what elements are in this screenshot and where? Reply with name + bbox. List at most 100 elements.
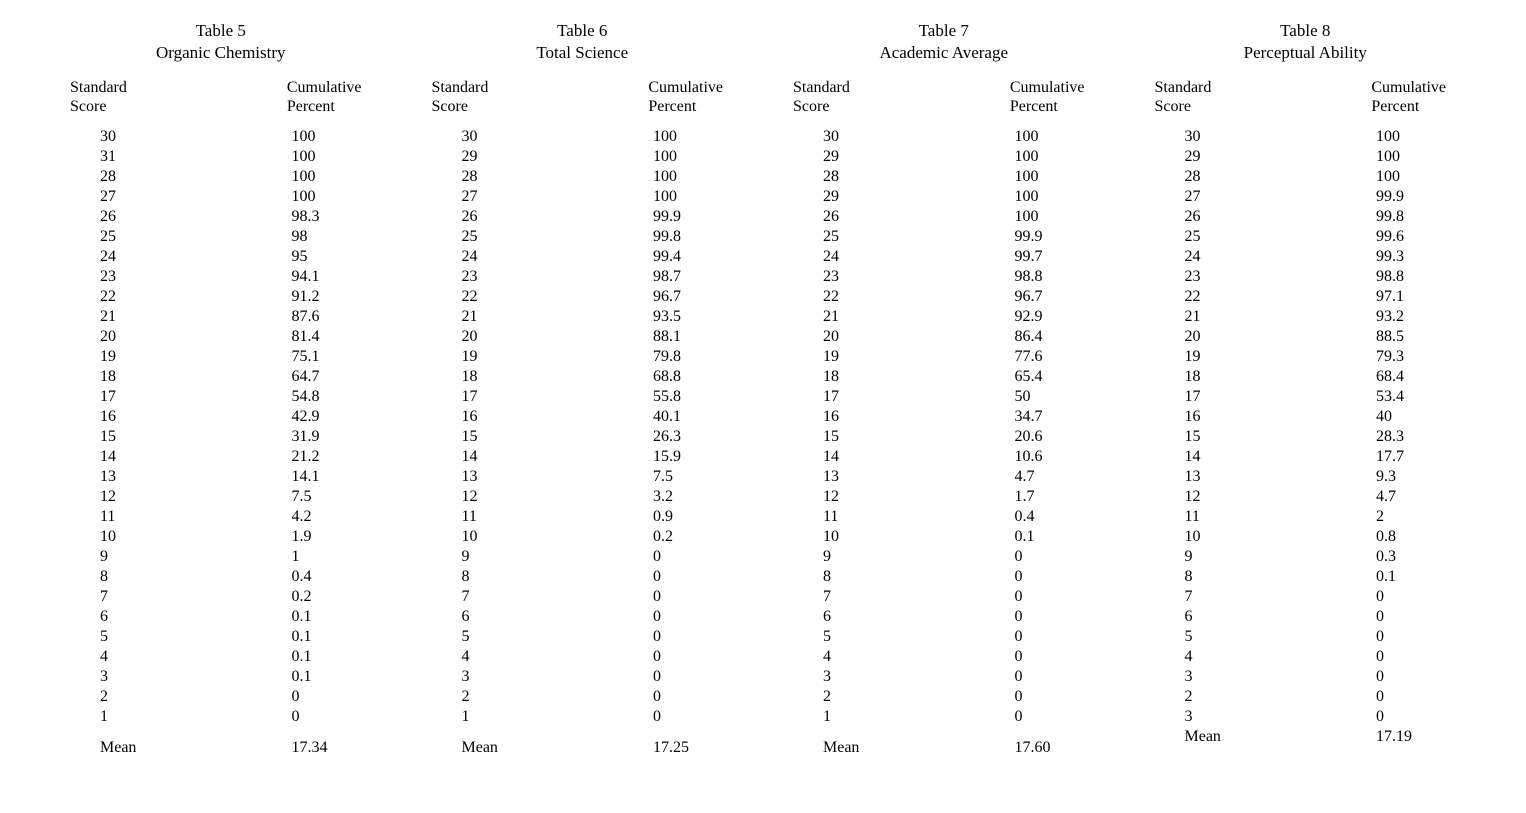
score-cell: 24 [100, 247, 140, 267]
percent-cell: 15.9 [653, 447, 723, 467]
score-cell: 2 [462, 687, 502, 707]
percent-cell: 0 [653, 547, 723, 567]
score-cell: 1 [100, 707, 140, 727]
percent-cell: 79.8 [653, 347, 723, 367]
percent-cell: 40.1 [653, 407, 723, 427]
table-row: 2193.5 [462, 307, 724, 327]
percent-cell: 0.1 [292, 647, 362, 667]
col-header-score: StandardScore [432, 78, 489, 116]
table-row: 90 [823, 547, 1085, 567]
percent-cell: 55.8 [653, 387, 723, 407]
percent-cell: 93.2 [1376, 307, 1446, 327]
col-header-percent: CumulativePercent [1371, 78, 1446, 116]
score-cell: 14 [462, 447, 502, 467]
table-rows: 3010029100281002799.92699.82599.62499.32… [1145, 127, 1467, 747]
table-row: 112 [1185, 507, 1447, 527]
percent-cell: 75.1 [292, 347, 362, 367]
percent-cell: 98 [292, 227, 362, 247]
percent-cell: 0 [653, 607, 723, 627]
percent-cell: 81.4 [292, 327, 362, 347]
table-row: 20 [1185, 687, 1447, 707]
percent-cell: 0 [1376, 667, 1446, 687]
score-cell: 16 [1185, 407, 1225, 427]
percent-cell: 99.4 [653, 247, 723, 267]
table-subject: Organic Chemistry [60, 42, 382, 64]
percent-cell: 17.7 [1376, 447, 1446, 467]
table-row: 70 [823, 587, 1085, 607]
table-row: 22 97.1 [1185, 287, 1447, 307]
percent-cell: 99.9 [653, 207, 723, 227]
score-cell: 12 [100, 487, 140, 507]
table-row: 114.2 [100, 507, 362, 527]
score-cell: 24 [462, 247, 502, 267]
percent-cell: 100 [653, 127, 723, 147]
table-row: 90 [462, 547, 724, 567]
percent-cell: 20.6 [1015, 427, 1085, 447]
percent-cell: 0.1 [292, 607, 362, 627]
score-cell: 25 [462, 227, 502, 247]
mean-label: Mean [1185, 727, 1245, 747]
table-row: 2086.4 [823, 327, 1085, 347]
mean-row: Mean 17.25 [422, 739, 744, 757]
score-cell: 22 [1185, 287, 1225, 307]
percent-cell: 100 [1376, 147, 1446, 167]
score-cell: 11 [462, 507, 502, 527]
score-cell: 14 [823, 447, 863, 467]
score-cell: 11 [823, 507, 863, 527]
table-row: 2296.7 [462, 287, 724, 307]
table-row: 15 28.3 [1185, 427, 1447, 447]
table-row: 1864.7 [100, 367, 362, 387]
mean-value: 17.60 [1015, 739, 1085, 757]
table-row: 121.7 [823, 487, 1085, 507]
score-cell: 28 [100, 167, 140, 187]
score-cell: 30 [462, 127, 502, 147]
percent-cell: 97.1 [1376, 287, 1446, 307]
table-row: 80.1 [1185, 567, 1447, 587]
percent-cell: 0.8 [1376, 527, 1446, 547]
percent-cell: 9.3 [1376, 467, 1446, 487]
score-cell: 6 [462, 607, 502, 627]
percent-cell: 96.7 [653, 287, 723, 307]
score-cell: 9 [462, 547, 502, 567]
tables-page: Table 5Organic ChemistryStandardScoreCum… [0, 0, 1526, 797]
percent-cell: 79.3 [1376, 347, 1446, 367]
mean-label: Mean [462, 739, 522, 757]
percent-cell: 98.8 [1376, 267, 1446, 287]
table-row: 1868.4 [1185, 367, 1447, 387]
percent-cell: 3.2 [653, 487, 723, 507]
percent-cell: 99.9 [1376, 187, 1446, 207]
percent-cell: 99.8 [1376, 207, 1446, 227]
col-header-percent: CumulativePercent [1010, 78, 1085, 116]
score-cell: 8 [462, 567, 502, 587]
percent-cell: 21.2 [292, 447, 362, 467]
table-row: 30 [462, 667, 724, 687]
percent-cell: 100 [1376, 127, 1446, 147]
table-row: 1753.4 [1185, 387, 1447, 407]
percent-cell: 26.3 [653, 427, 723, 447]
percent-cell: 99.3 [1376, 247, 1446, 267]
score-cell: 12 [462, 487, 502, 507]
score-cell: 26 [823, 207, 863, 227]
percent-cell: 31.9 [292, 427, 362, 447]
table-title: Table 7Academic Average [783, 20, 1105, 64]
table-row: 20 [462, 687, 724, 707]
score-cell: 18 [100, 367, 140, 387]
col-header-score: StandardScore [1155, 78, 1212, 116]
score-cell: 5 [1185, 627, 1225, 647]
percent-cell: 28.3 [1376, 427, 1446, 447]
percent-cell: 0 [292, 707, 362, 727]
score-cell: 18 [462, 367, 502, 387]
table-block: Table 7Academic AverageStandardScoreCumu… [783, 20, 1105, 757]
mean-value: 17.25 [653, 739, 723, 757]
score-cell: 29 [823, 147, 863, 167]
percent-cell: 98.8 [1015, 267, 1085, 287]
table-row: 1979.3 [1185, 347, 1447, 367]
percent-cell: 0 [653, 687, 723, 707]
score-cell: 30 [100, 127, 140, 147]
percent-cell: 0 [653, 567, 723, 587]
table-row: 60 [462, 607, 724, 627]
score-cell: 15 [1185, 427, 1225, 447]
score-cell: 23 [1185, 267, 1225, 287]
percent-cell: 92.9 [1015, 307, 1085, 327]
score-cell: 21 [462, 307, 502, 327]
